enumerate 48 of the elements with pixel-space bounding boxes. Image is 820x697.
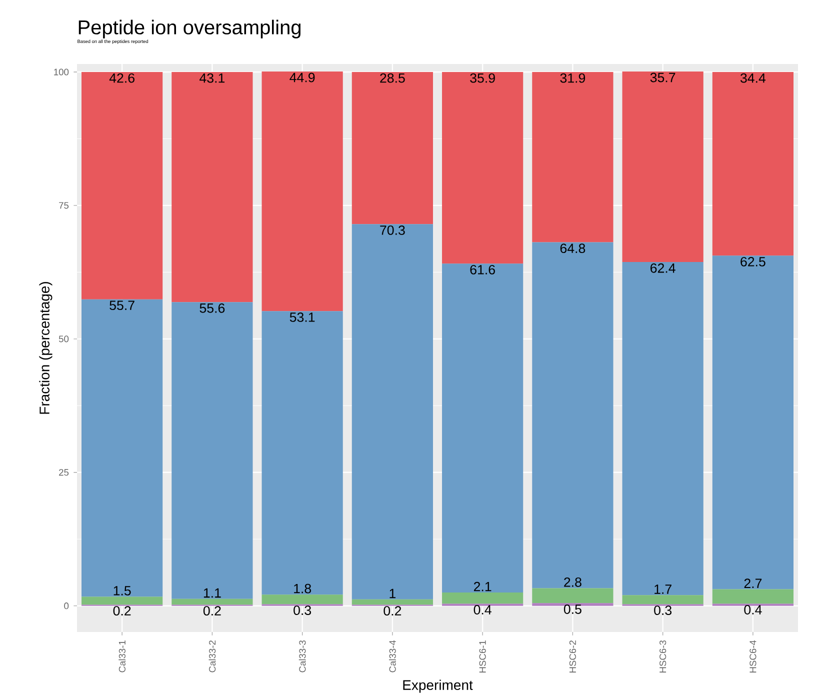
data-label: 2.1: [474, 582, 492, 592]
data-label: 62.5: [740, 256, 766, 266]
data-label: 1.7: [654, 584, 672, 594]
data-label: 70.3: [380, 225, 405, 235]
data-label: 0.4: [744, 604, 762, 614]
data-label: 62.4: [650, 263, 676, 273]
x-tick-label: HSC6-1: [479, 640, 486, 672]
y-tick-label: 0: [64, 602, 69, 610]
data-label: 0.2: [113, 606, 131, 616]
chart-title: Peptide ion oversampling: [78, 20, 300, 38]
data-label: 35.7: [650, 72, 676, 82]
data-label: 1: [390, 588, 396, 598]
data-label: 0.4: [474, 604, 492, 614]
data-label: 53.1: [290, 312, 315, 322]
x-tick-label: Cal33-1: [118, 640, 126, 672]
data-label: 0.2: [203, 606, 221, 616]
data-label: 55.6: [200, 303, 225, 313]
x-axis-title: Experiment: [403, 680, 473, 693]
y-tick-label: 25: [59, 468, 69, 476]
data-label: 55.7: [110, 300, 134, 310]
data-label: 34.4: [740, 73, 766, 83]
x-tick-label: HSC6-4: [750, 640, 756, 672]
data-label: 2.7: [744, 578, 762, 588]
data-label: 1.8: [294, 584, 312, 594]
data-label: 0.3: [294, 605, 312, 615]
data-label: 64.8: [560, 244, 586, 253]
y-tick-label: 75: [59, 202, 69, 209]
data-label: 0.3: [654, 605, 672, 615]
x-tick-label: HSC6-2: [569, 640, 576, 672]
data-label: 0.2: [384, 606, 402, 616]
x-tick-label: Cal33-2: [208, 640, 216, 672]
data-label: 43.1: [200, 73, 225, 83]
data-label: 2.8: [564, 577, 582, 587]
data-label: 28.5: [380, 73, 405, 83]
x-tick-label: Cal33-4: [389, 640, 396, 672]
x-tick-label: Cal33-3: [298, 640, 306, 672]
data-label: 1.5: [114, 586, 131, 596]
y-tick-label: 100: [54, 68, 69, 76]
data-label: 35.9: [470, 73, 495, 83]
data-label: 61.6: [470, 264, 495, 274]
x-tick-label: HSC6-3: [660, 640, 666, 672]
data-label: 42.6: [109, 73, 134, 83]
data-label: 31.9: [560, 73, 586, 83]
data-label: 1.1: [204, 588, 221, 598]
data-label: 0.5: [564, 604, 582, 614]
y-tick-label: 50: [58, 336, 69, 342]
data-label: 44.9: [290, 72, 315, 82]
y-axis-title: Fraction (percentage): [39, 282, 52, 414]
